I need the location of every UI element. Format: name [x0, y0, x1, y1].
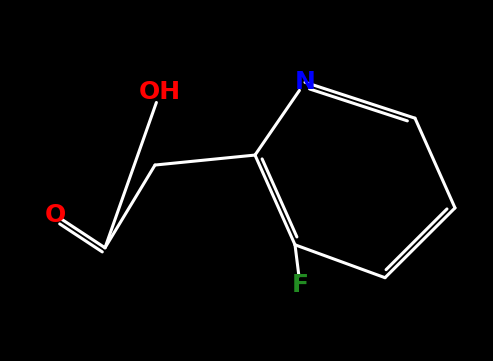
- Text: OH: OH: [139, 80, 181, 104]
- Text: O: O: [44, 203, 66, 227]
- Text: F: F: [291, 273, 309, 297]
- Text: N: N: [294, 70, 316, 94]
